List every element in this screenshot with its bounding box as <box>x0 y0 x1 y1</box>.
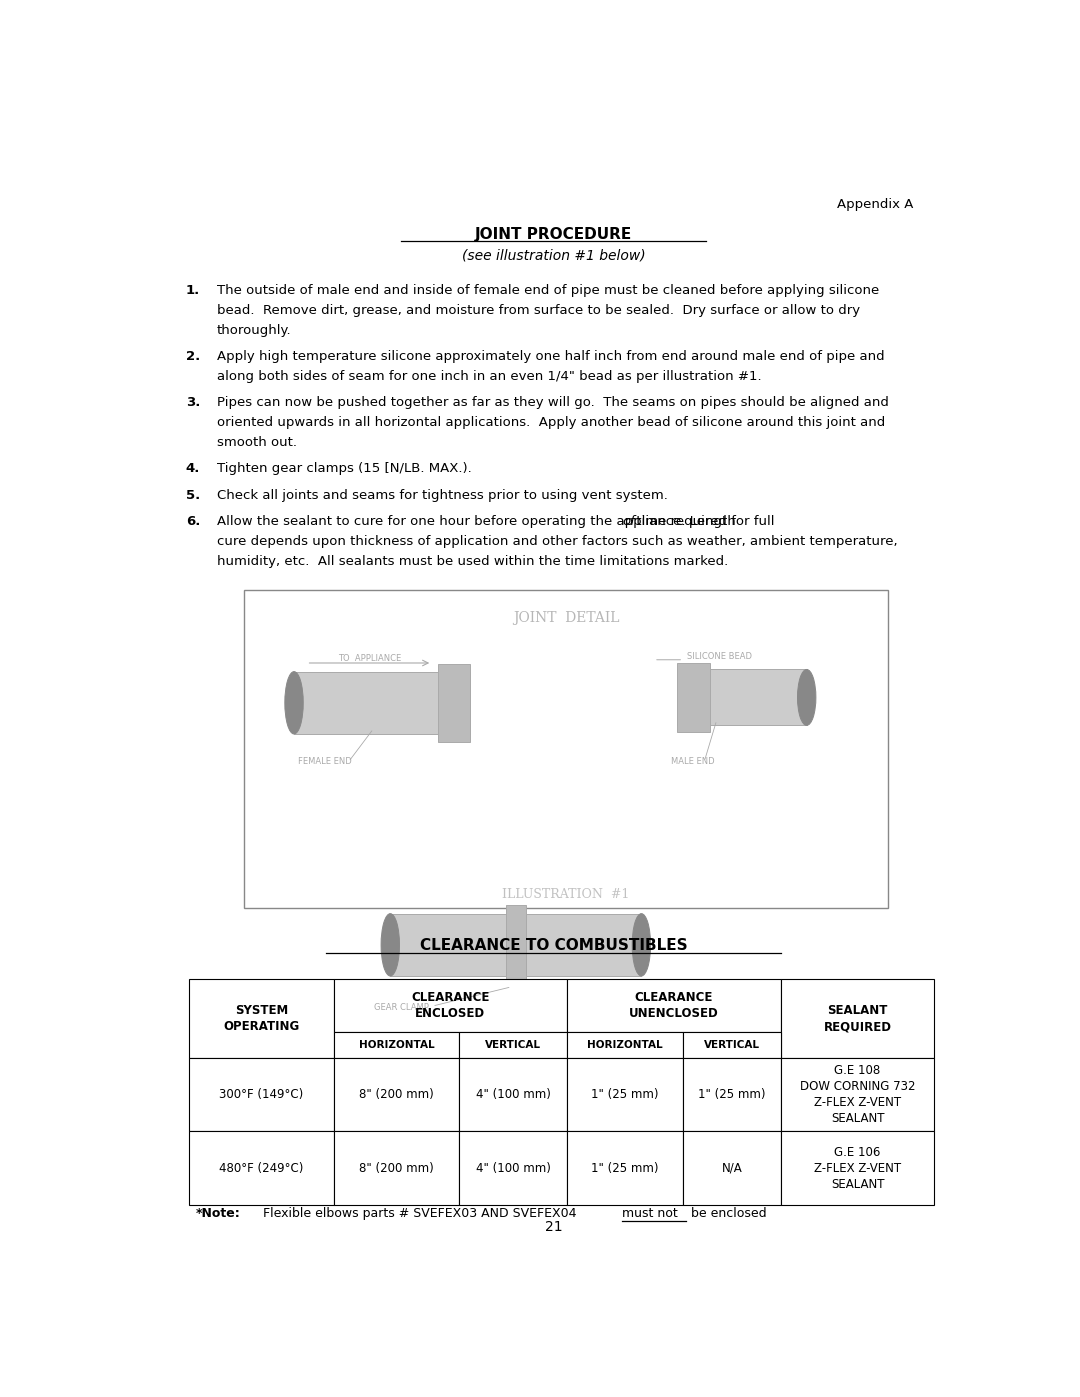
Text: N/A: N/A <box>721 1161 742 1175</box>
Text: must not: must not <box>622 1207 678 1220</box>
Text: VERTICAL: VERTICAL <box>485 1041 541 1051</box>
Text: Appendix A: Appendix A <box>837 198 914 211</box>
Text: 5.: 5. <box>186 489 200 502</box>
Bar <box>683 1032 781 1059</box>
Text: Tighten gear clamps (15 [N/LB. MAX.).: Tighten gear clamps (15 [N/LB. MAX.). <box>217 462 472 475</box>
Text: HORIZONTAL: HORIZONTAL <box>359 1041 434 1051</box>
Text: Allow the sealant to cure for one hour before operating the appliance. Length: Allow the sealant to cure for one hour b… <box>217 515 740 528</box>
Text: time required for full: time required for full <box>632 515 774 528</box>
Bar <box>781 1059 934 1132</box>
Bar <box>683 1132 781 1204</box>
Bar <box>244 590 888 908</box>
Text: G.E 108
DOW CORNING 732
Z-FLEX Z-VENT
SEALANT: G.E 108 DOW CORNING 732 Z-FLEX Z-VENT SE… <box>800 1065 915 1126</box>
Text: ILLUSTRATION  #1: ILLUSTRATION #1 <box>502 888 630 901</box>
Text: Check all joints and seams for tightness prior to using vent system.: Check all joints and seams for tightness… <box>217 489 667 502</box>
Text: Pipes can now be pushed together as far as they will go.  The seams on pipes sho: Pipes can now be pushed together as far … <box>217 397 889 409</box>
Bar <box>438 664 470 742</box>
Bar <box>567 979 781 1032</box>
Text: oriented upwards in all horizontal applications.  Apply another bead of silicone: oriented upwards in all horizontal appli… <box>217 416 886 429</box>
Text: SYSTEM
OPERATING: SYSTEM OPERATING <box>224 1004 299 1032</box>
Ellipse shape <box>797 669 815 725</box>
Text: TO  APPLIANCE: TO APPLIANCE <box>338 654 401 664</box>
Text: of: of <box>622 515 635 528</box>
Text: FEMALE END: FEMALE END <box>298 757 352 766</box>
Bar <box>677 669 807 725</box>
Text: 2.: 2. <box>186 351 200 363</box>
Text: 8" (200 mm): 8" (200 mm) <box>360 1088 434 1101</box>
Bar <box>334 1059 459 1132</box>
Text: CLEARANCE TO COMBUSTIBLES: CLEARANCE TO COMBUSTIBLES <box>420 937 687 953</box>
Text: 1.: 1. <box>186 284 200 296</box>
Text: be enclosed: be enclosed <box>688 1207 767 1220</box>
Text: CLEARANCE
ENCLOSED: CLEARANCE ENCLOSED <box>411 990 489 1020</box>
Text: 8" (200 mm): 8" (200 mm) <box>360 1161 434 1175</box>
Text: VERTICAL: VERTICAL <box>704 1041 760 1051</box>
Text: humidity, etc.  All sealants must be used within the time limitations marked.: humidity, etc. All sealants must be used… <box>217 555 728 569</box>
Text: GEAR CLAMP: GEAR CLAMP <box>374 1003 429 1011</box>
Text: 4.: 4. <box>186 462 200 475</box>
Text: Flexible elbows parts # SVEFEX03 AND SVEFEX04: Flexible elbows parts # SVEFEX03 AND SVE… <box>259 1207 580 1220</box>
Text: smooth out.: smooth out. <box>217 436 297 448</box>
Bar <box>334 1132 459 1204</box>
Text: The outside of male end and inside of female end of pipe must be cleaned before : The outside of male end and inside of fe… <box>217 284 879 296</box>
Text: cure depends upon thickness of application and other factors such as weather, am: cure depends upon thickness of applicati… <box>217 535 897 548</box>
Text: 1" (25 mm): 1" (25 mm) <box>591 1161 659 1175</box>
Bar <box>567 1059 683 1132</box>
Bar <box>459 1059 567 1132</box>
Text: SILICONE BEAD: SILICONE BEAD <box>688 652 753 661</box>
Bar <box>459 1032 567 1059</box>
Ellipse shape <box>632 914 650 977</box>
Bar <box>189 1059 334 1132</box>
Text: 4" (100 mm): 4" (100 mm) <box>475 1088 551 1101</box>
Text: 21: 21 <box>544 1220 563 1234</box>
Bar <box>334 1032 459 1059</box>
Bar <box>334 979 567 1032</box>
Text: 1" (25 mm): 1" (25 mm) <box>698 1088 766 1101</box>
Bar <box>505 905 526 985</box>
Text: 6.: 6. <box>186 515 200 528</box>
Text: bead.  Remove dirt, grease, and moisture from surface to be sealed.  Dry surface: bead. Remove dirt, grease, and moisture … <box>217 303 860 317</box>
Text: SEALANT
REQUIRED: SEALANT REQUIRED <box>824 1004 891 1032</box>
Text: Apply high temperature silicone approximately one half inch from end around male: Apply high temperature silicone approxim… <box>217 351 885 363</box>
Bar <box>683 1059 781 1132</box>
Text: JOINT PROCEDURE: JOINT PROCEDURE <box>475 226 632 242</box>
Ellipse shape <box>285 672 303 733</box>
Text: *Note:: *Note: <box>195 1207 240 1220</box>
Text: MALE END: MALE END <box>671 757 714 766</box>
Bar <box>189 979 334 1059</box>
Ellipse shape <box>381 914 400 977</box>
Bar <box>189 1132 334 1204</box>
Text: (see illustration #1 below): (see illustration #1 below) <box>461 249 646 263</box>
Bar <box>390 914 642 977</box>
Bar <box>567 1132 683 1204</box>
Bar <box>677 664 711 732</box>
Text: 300°F (149°C): 300°F (149°C) <box>219 1088 303 1101</box>
Bar <box>781 979 934 1059</box>
Text: HORIZONTAL: HORIZONTAL <box>586 1041 662 1051</box>
Text: JOINT  DETAIL: JOINT DETAIL <box>513 612 619 626</box>
Text: 4" (100 mm): 4" (100 mm) <box>475 1161 551 1175</box>
Text: G.E 106
Z-FLEX Z-VENT
SEALANT: G.E 106 Z-FLEX Z-VENT SEALANT <box>814 1146 901 1190</box>
Text: 480°F (249°C): 480°F (249°C) <box>219 1161 303 1175</box>
Bar <box>459 1132 567 1204</box>
Bar <box>294 672 470 733</box>
Text: thoroughly.: thoroughly. <box>217 324 292 337</box>
Bar <box>567 1032 683 1059</box>
Text: along both sides of seam for one inch in an even 1/4" bead as per illustration #: along both sides of seam for one inch in… <box>217 370 761 383</box>
Bar <box>781 1132 934 1204</box>
Text: 1" (25 mm): 1" (25 mm) <box>591 1088 659 1101</box>
Text: 3.: 3. <box>186 397 200 409</box>
Text: CLEARANCE
UNENCLOSED: CLEARANCE UNENCLOSED <box>629 990 718 1020</box>
